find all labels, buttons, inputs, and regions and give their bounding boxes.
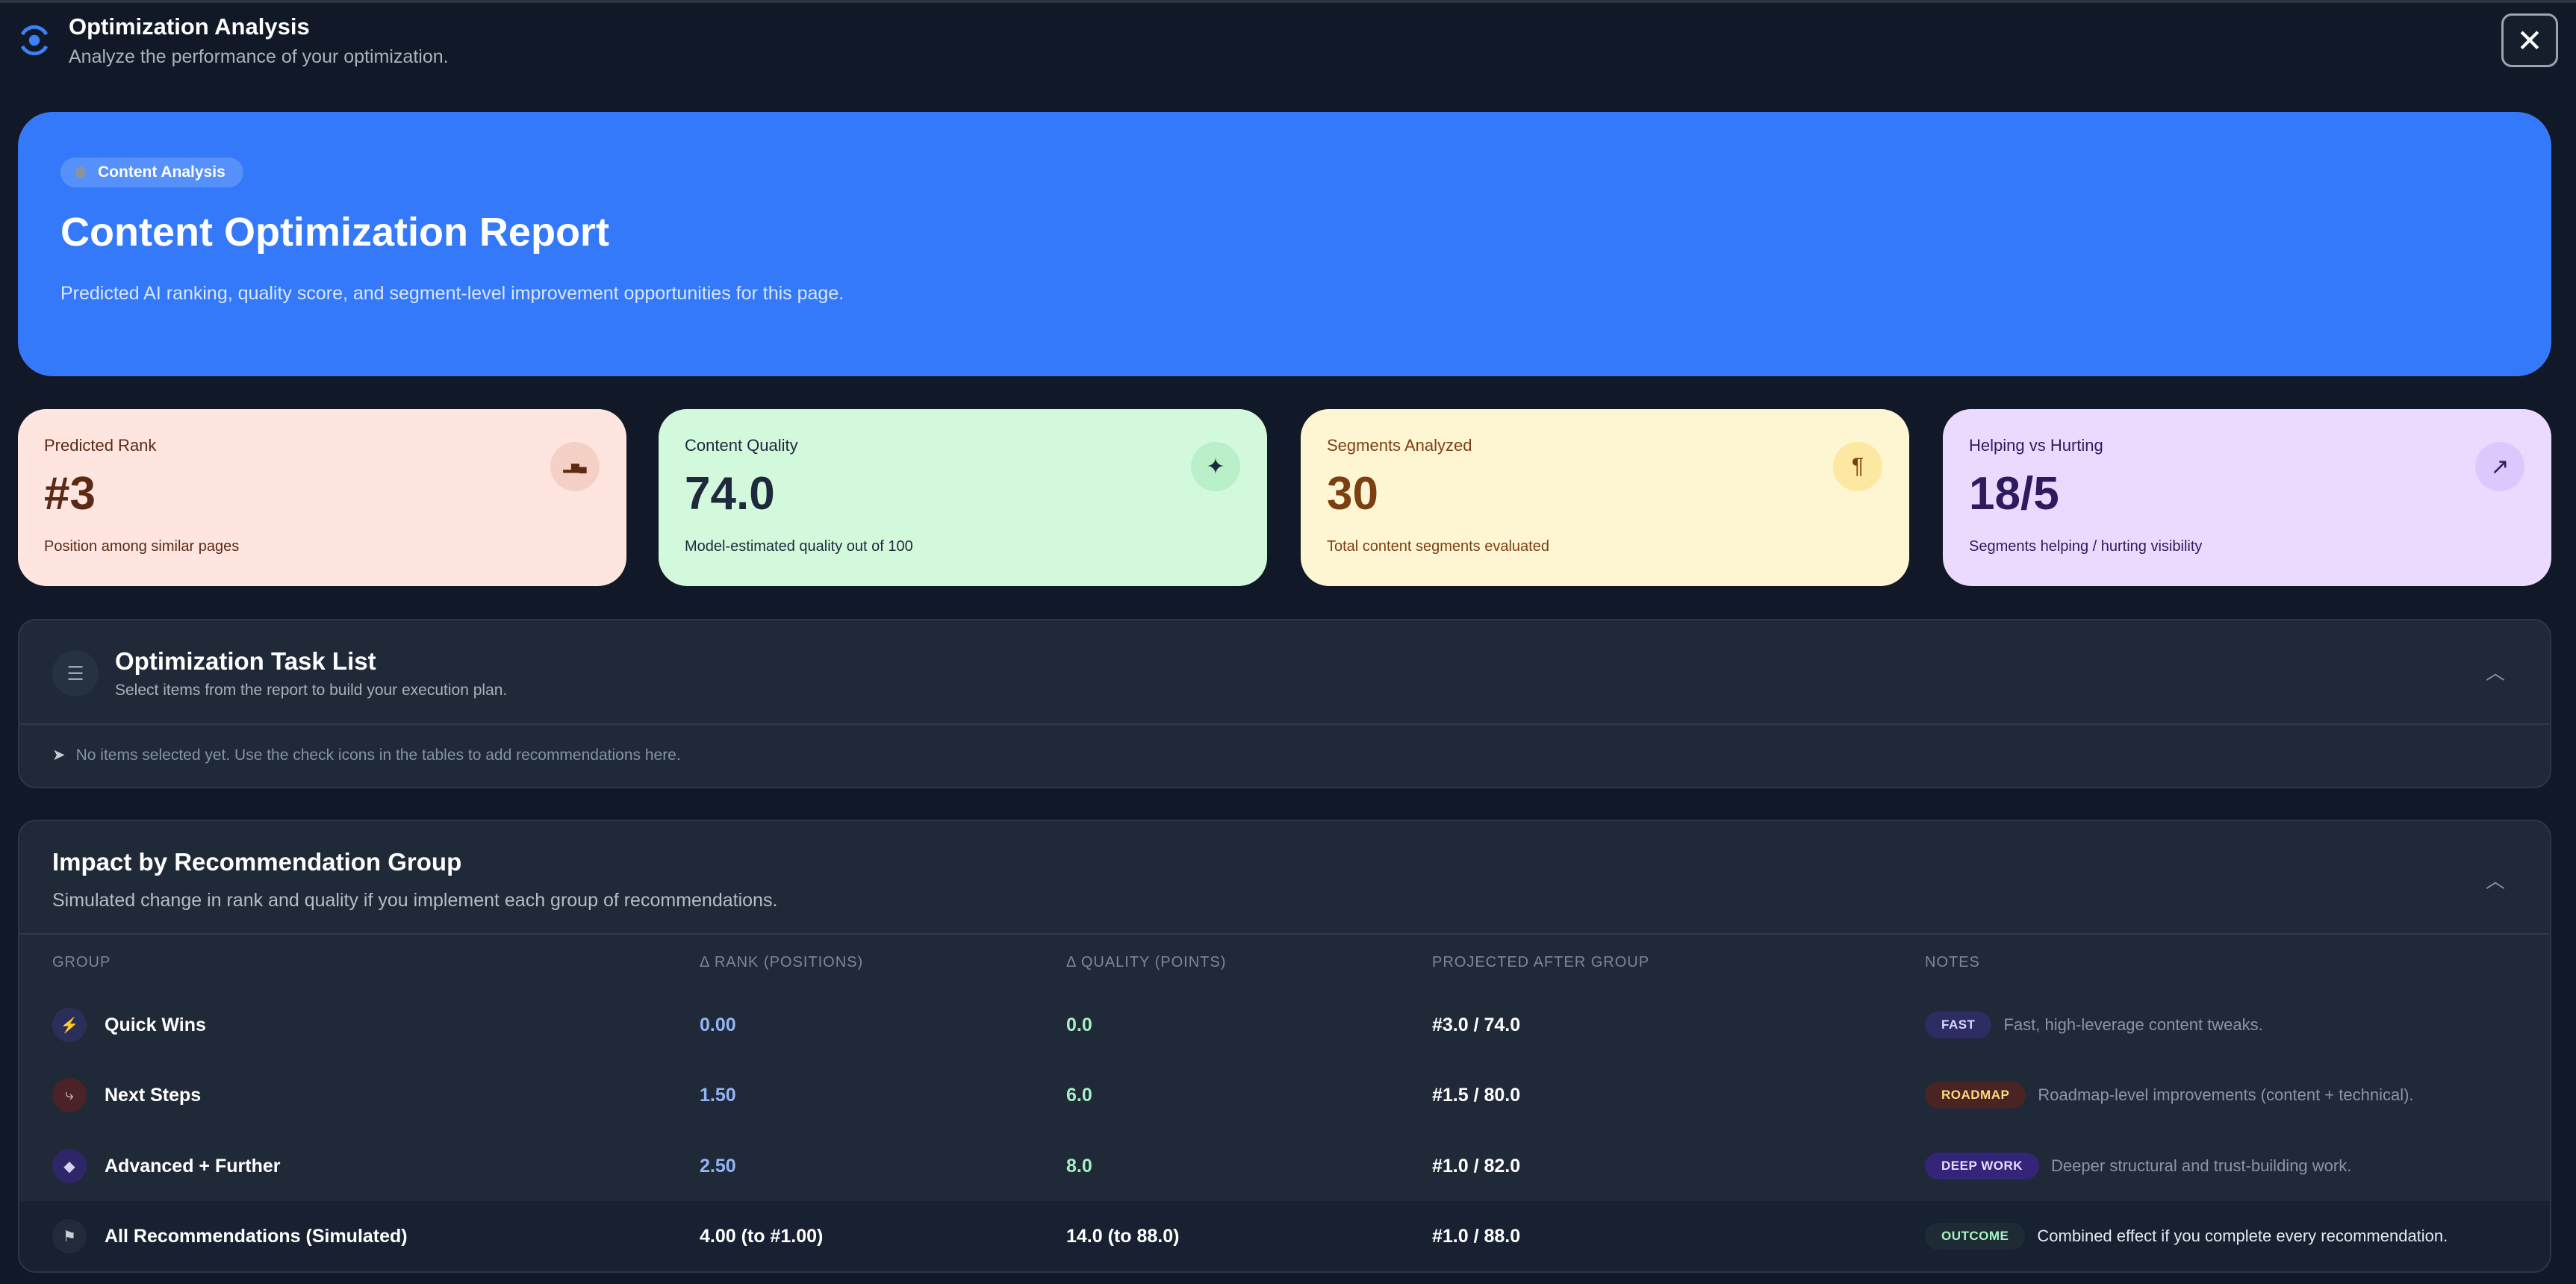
table-row: ⚑ All Recommendations (Simulated) 4.00 (t… xyxy=(19,1201,2550,1271)
group-name: Next Steps xyxy=(105,1084,202,1106)
close-icon: ✕ xyxy=(2516,22,2543,58)
sparkles-icon: ✦ xyxy=(1191,442,1240,491)
collapse-impact-button[interactable]: ︿ xyxy=(2486,866,2505,894)
task-list-title: Optimization Task List xyxy=(115,647,376,675)
close-button[interactable]: ✕ xyxy=(2501,13,2558,67)
stat-description: Model-estimated quality out of 100 xyxy=(685,538,913,555)
column-header: Δ QUALITY (POINTS) xyxy=(1066,954,1227,970)
report-description: Predicted AI ranking, quality score, and… xyxy=(60,283,844,304)
tag-badge: FAST xyxy=(1925,1012,1992,1038)
column-header: GROUP xyxy=(52,954,111,970)
stat-label: Helping vs Hurting xyxy=(1969,436,2103,455)
stat-label: Predicted Rank xyxy=(44,436,157,455)
chevron-up-icon: ︿ xyxy=(2485,661,2505,684)
lightning-icon: ⚡ xyxy=(52,1008,87,1042)
impact-title: Impact by Recommendation Group xyxy=(52,848,462,876)
tag-badge: ROADMAP xyxy=(1925,1082,2026,1109)
group-name: All Recommendations (Simulated) xyxy=(105,1225,408,1247)
divider xyxy=(19,723,2550,725)
collapse-task-list-button[interactable]: ︿ xyxy=(2486,658,2505,685)
delta-rank: 1.50 xyxy=(700,1084,736,1106)
delta-quality: 14.0 (to 88.0) xyxy=(1066,1225,1180,1247)
eye-icon xyxy=(20,25,49,56)
projected-value: #3.0 / 74.0 xyxy=(1432,1014,1521,1035)
sparkle-icon xyxy=(75,166,86,178)
stat-card: Segments Analyzed 30 Total content segme… xyxy=(1301,409,1909,586)
tag-badge: OUTCOME xyxy=(1925,1223,2026,1250)
divider xyxy=(19,933,2550,935)
stat-value: #3 xyxy=(44,468,96,520)
impact-subtitle: Simulated change in rank and quality if … xyxy=(52,890,778,911)
projected-value: #1.5 / 80.0 xyxy=(1432,1084,1521,1106)
stat-label: Content Quality xyxy=(685,436,798,455)
tag-badge: DEEP WORK xyxy=(1925,1153,2040,1179)
impact-panel: Impact by Recommendation Group Simulated… xyxy=(18,820,2551,1273)
stat-value: 18/5 xyxy=(1969,468,2059,520)
column-header: Δ RANK (POSITIONS) xyxy=(700,954,864,970)
stat-description: Total content segments evaluated xyxy=(1327,538,1549,555)
layers-icon: ◆ xyxy=(52,1149,87,1183)
checklist-icon: ☰ xyxy=(52,650,99,696)
delta-rank: 4.00 (to #1.00) xyxy=(700,1225,824,1247)
app-subtitle: Analyze the performance of your optimiza… xyxy=(69,46,449,67)
badge-label: Content Analysis xyxy=(98,163,225,181)
pilcrow-icon: ¶ xyxy=(1833,442,1882,491)
podium-icon: ▂▆▄ xyxy=(550,442,600,491)
task-list-panel: ☰ Optimization Task List Select items fr… xyxy=(18,619,2551,788)
cursor-icon: ➤ xyxy=(52,747,66,764)
note-text: Combined effect if you complete every re… xyxy=(2037,1227,2448,1245)
note-text: Fast, high-leverage content tweaks. xyxy=(2003,1015,2263,1034)
group-name: Quick Wins xyxy=(105,1014,206,1035)
report-title: Content Optimization Report xyxy=(60,210,609,255)
note-text: Deeper structural and trust-building wor… xyxy=(2051,1156,2352,1175)
stat-description: Segments helping / hurting visibility xyxy=(1969,538,2203,555)
empty-text: No items selected yet. Use the check ico… xyxy=(75,747,681,764)
delta-rank: 0.00 xyxy=(700,1014,736,1035)
stat-card: Helping vs Hurting 18/5 Segments helping… xyxy=(1943,409,2551,586)
window-top-border xyxy=(0,0,2576,3)
task-list-empty-state: ➤ No items selected yet. Use the check ic… xyxy=(52,746,681,764)
delta-quality: 8.0 xyxy=(1066,1155,1092,1177)
trending-up-icon: ↗ xyxy=(2475,442,2524,491)
task-list-subtitle: Select items from the report to build yo… xyxy=(115,682,508,699)
note-text: Roadmap-level improvements (content + te… xyxy=(2038,1085,2414,1104)
flag-icon: ⚑ xyxy=(52,1219,87,1253)
route-icon: ⤷ xyxy=(52,1078,87,1112)
column-header: NOTES xyxy=(1925,954,1980,970)
table-row: ◆ Advanced + Further 2.50 8.0 #1.0 / 82.0… xyxy=(19,1131,2550,1201)
delta-quality: 6.0 xyxy=(1066,1084,1092,1106)
stat-card: Content Quality 74.0 Model-estimated qua… xyxy=(659,409,1267,586)
table-row: ⚡ Quick Wins 0.00 0.0 #3.0 / 74.0 FAST Fas… xyxy=(19,990,2550,1060)
column-header: PROJECTED AFTER GROUP xyxy=(1432,954,1650,970)
stat-card: Predicted Rank #3 Position among similar… xyxy=(18,409,626,586)
content-analysis-badge: Content Analysis xyxy=(60,158,243,187)
hero-banner: Content Analysis Content Optimization Re… xyxy=(18,112,2551,376)
chevron-up-icon: ︿ xyxy=(2485,870,2505,892)
stat-label: Segments Analyzed xyxy=(1327,436,1472,455)
projected-value: #1.0 / 88.0 xyxy=(1432,1225,1521,1247)
stat-value: 30 xyxy=(1327,468,1378,520)
delta-quality: 0.0 xyxy=(1066,1014,1092,1035)
projected-value: #1.0 / 82.0 xyxy=(1432,1155,1521,1177)
app-title: Optimization Analysis xyxy=(69,13,310,40)
stat-value: 74.0 xyxy=(685,468,775,520)
stat-description: Position among similar pages xyxy=(44,538,240,555)
delta-rank: 2.50 xyxy=(700,1155,736,1177)
group-name: Advanced + Further xyxy=(105,1155,281,1177)
table-row: ⤷ Next Steps 1.50 6.0 #1.5 / 80.0 ROADMAP… xyxy=(19,1060,2550,1130)
